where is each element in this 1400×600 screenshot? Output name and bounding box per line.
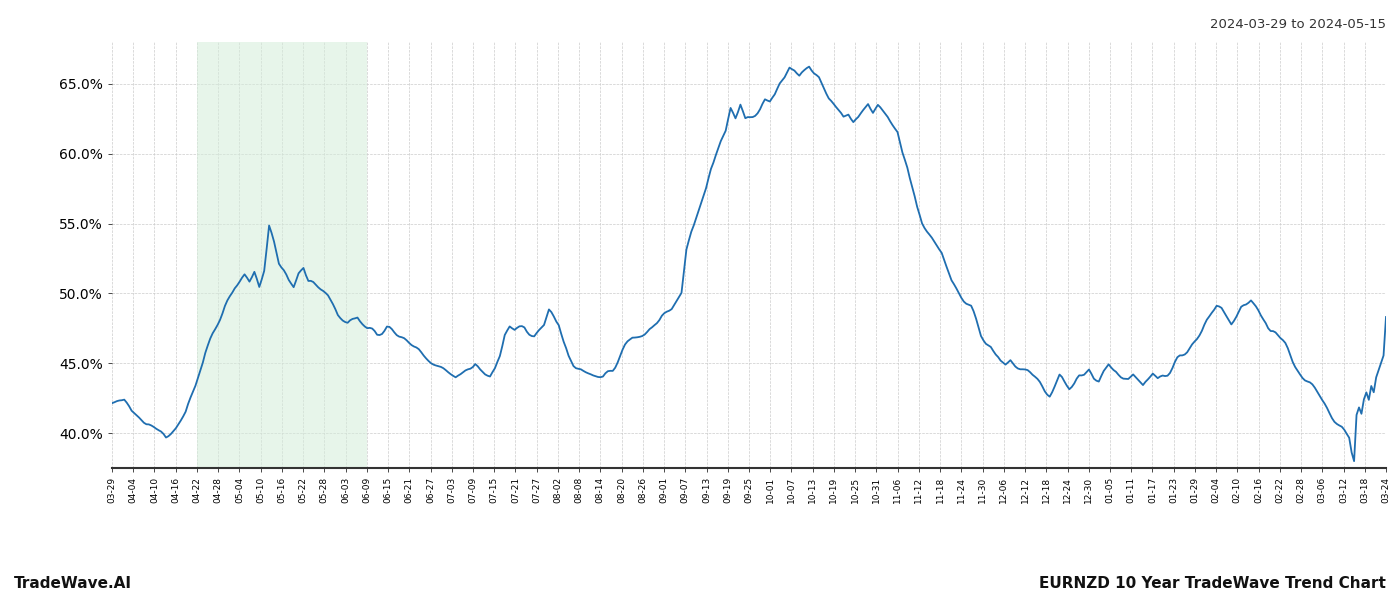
Text: EURNZD 10 Year TradeWave Trend Chart: EURNZD 10 Year TradeWave Trend Chart bbox=[1039, 576, 1386, 591]
Bar bbox=[197, 42, 367, 468]
Text: TradeWave.AI: TradeWave.AI bbox=[14, 576, 132, 591]
Text: 2024-03-29 to 2024-05-15: 2024-03-29 to 2024-05-15 bbox=[1210, 18, 1386, 31]
